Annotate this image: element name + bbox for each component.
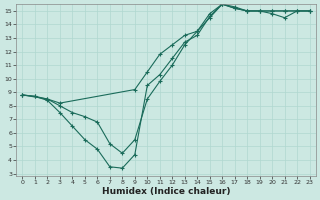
X-axis label: Humidex (Indice chaleur): Humidex (Indice chaleur)	[102, 187, 230, 196]
